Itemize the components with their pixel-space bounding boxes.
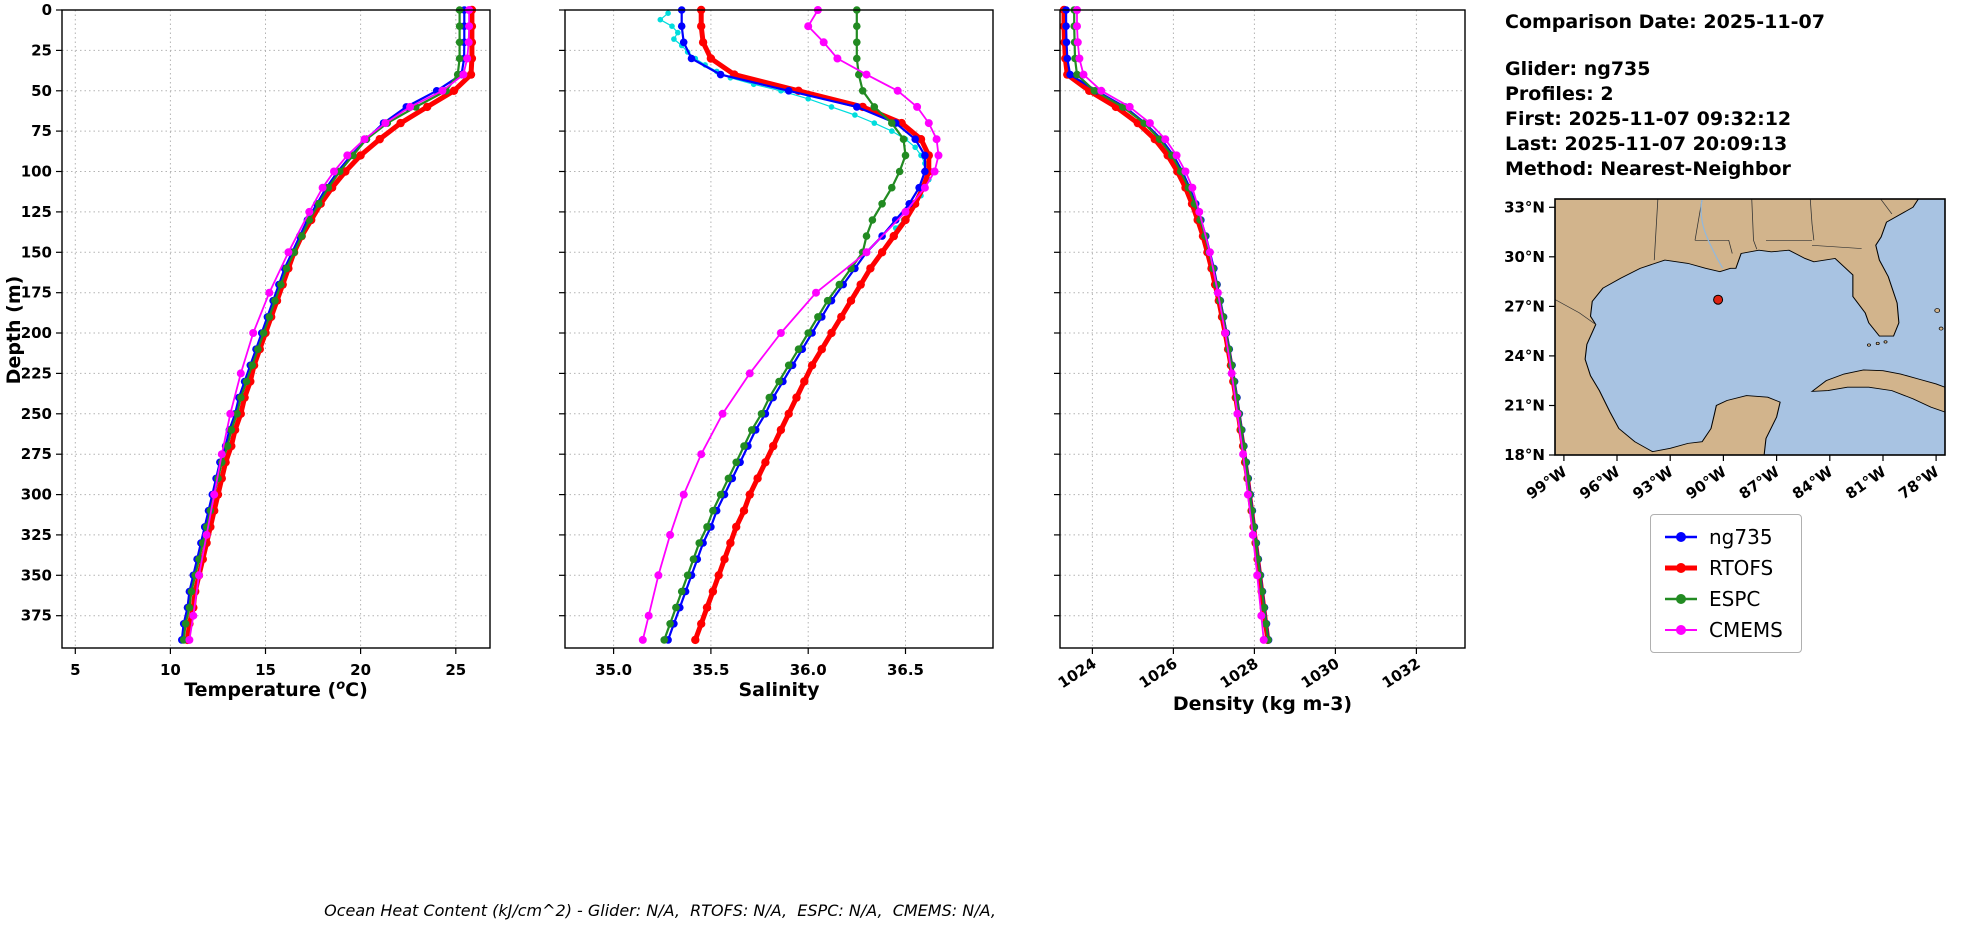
density-plot: 1024 1026 1028 1030 1032 Density (kg m-3) (1054, 5, 1466, 715)
legend-line-marker-icon (1665, 563, 1697, 573)
svg-text:100: 100 (21, 163, 52, 181)
series-ng735 (1064, 10, 1270, 641)
svg-text:375: 375 (21, 607, 52, 625)
glider-name: Glider: ng735 (1505, 58, 1651, 80)
svg-text:175: 175 (21, 284, 52, 302)
map-lat-tick: 27°N (1504, 297, 1545, 315)
svg-text:150: 150 (21, 243, 52, 261)
map-lon-tick: 78°W (1895, 462, 1942, 503)
legend-line-marker-icon (1665, 625, 1697, 635)
map-lat-tick: 18°N (1504, 446, 1545, 464)
temperature-plot: 5 10 15 20 250255075100125150175200225250275… (21, 1, 491, 701)
comparison-date: Comparison Date: 2025-11-07 (1505, 11, 1825, 33)
legend-label: ng735 (1709, 525, 1773, 549)
map-lat-tick: 33°N (1504, 198, 1545, 216)
map-lon-tick: 99°W (1523, 462, 1570, 503)
svg-text:125: 125 (21, 203, 52, 221)
series-ESPC (663, 10, 907, 641)
svg-text:225: 225 (21, 364, 52, 382)
svg-text:36.5: 36.5 (887, 661, 924, 679)
map-lat-tick: 21°N (1504, 397, 1545, 415)
svg-text:10: 10 (160, 661, 181, 679)
svg-text:1032: 1032 (1379, 654, 1424, 692)
svg-text:300: 300 (21, 486, 52, 504)
last-profile-time: Last: 2025-11-07 20:09:13 (1505, 133, 1788, 155)
map-islands (1867, 308, 1944, 347)
method: Method: Nearest-Neighbor (1505, 158, 1791, 180)
legend-item-espc: ESPC (1663, 587, 1783, 611)
ocean-heat-content-caption: Ocean Heat Content (kJ/cm^2) - Glider: N… (324, 901, 996, 920)
map-land-mainland (1555, 199, 1919, 455)
svg-text:325: 325 (21, 526, 52, 544)
svg-text:250: 250 (21, 405, 52, 423)
svg-text:25: 25 (31, 41, 52, 59)
map-lat-tick: 24°N (1504, 347, 1545, 365)
map-river (1700, 199, 1724, 269)
svg-text:35.5: 35.5 (692, 661, 729, 679)
profiles-count: Profiles: 2 (1505, 83, 1614, 105)
svg-text:25: 25 (445, 661, 466, 679)
series-ESPC (1073, 10, 1270, 641)
salinity-plot: 35.0 35.5 36.0 36.5 Salinity (559, 5, 994, 701)
density-axis-label: Density (kg m-3) (1173, 693, 1352, 715)
comparison-info: Comparison Date: 2025-11-07 Glider: ng73… (1505, 10, 1825, 182)
glider-location-marker (1713, 294, 1724, 305)
legend-label: RTOFS (1709, 556, 1774, 580)
first-profile-time: First: 2025-11-07 09:32:12 (1505, 108, 1792, 130)
depth-axis-label: Depth (m) (3, 276, 25, 385)
series-CMEMS (1076, 10, 1265, 640)
legend-line-marker-icon (1665, 594, 1697, 604)
map-lon-tick: 84°W (1789, 462, 1836, 503)
legend-label: CMEMS (1709, 618, 1783, 642)
temperature-axis-label: Temperature (oC) (184, 678, 368, 701)
location-map: 33°N 30°N 27°N 24°N 21°N 18°N99°W 96°W 93°W 90°W… (1504, 198, 1946, 503)
legend: ng735 RTOFS ESPC CMEMS (1650, 514, 1802, 653)
svg-text:1026: 1026 (1136, 654, 1181, 692)
series-RTOFS (1061, 10, 1271, 641)
map-lat-tick: 30°N (1504, 248, 1545, 266)
map-lon-tick: 87°W (1736, 462, 1783, 503)
map-lon-tick: 93°W (1629, 462, 1676, 503)
svg-text:1024: 1024 (1055, 654, 1100, 692)
svg-text:20: 20 (350, 661, 371, 679)
svg-text:35.0: 35.0 (595, 661, 632, 679)
map-lon-tick: 81°W (1842, 462, 1889, 503)
spacer (1505, 35, 1825, 57)
legend-item-rtofs: RTOFS (1663, 556, 1783, 580)
legend-line-marker-icon (1665, 532, 1697, 542)
map-lon-tick: 90°W (1683, 462, 1730, 503)
series-CMEMS (641, 9, 940, 641)
salinity-axis-label: Salinity (738, 679, 820, 701)
series-ng735 (667, 10, 927, 641)
svg-text:75: 75 (31, 122, 52, 140)
svg-text:1030: 1030 (1298, 654, 1343, 692)
map-state-borders (1555, 199, 1893, 325)
legend-item-ng735: ng735 (1663, 525, 1783, 549)
svg-text:36.0: 36.0 (790, 661, 827, 679)
legend-item-cmems: CMEMS (1663, 618, 1783, 642)
svg-text:50: 50 (31, 82, 52, 100)
map-frame (1554, 198, 1946, 456)
svg-text:200: 200 (21, 324, 52, 342)
svg-text:350: 350 (21, 566, 52, 584)
svg-text:0: 0 (42, 1, 52, 19)
map-lon-tick: 96°W (1576, 462, 1623, 503)
map-land-cuba (1810, 369, 1945, 413)
svg-text:1028: 1028 (1217, 654, 1262, 692)
svg-text:5: 5 (70, 661, 80, 679)
legend-label: ESPC (1709, 587, 1761, 611)
svg-text:275: 275 (21, 445, 52, 463)
svg-text:15: 15 (255, 661, 276, 679)
